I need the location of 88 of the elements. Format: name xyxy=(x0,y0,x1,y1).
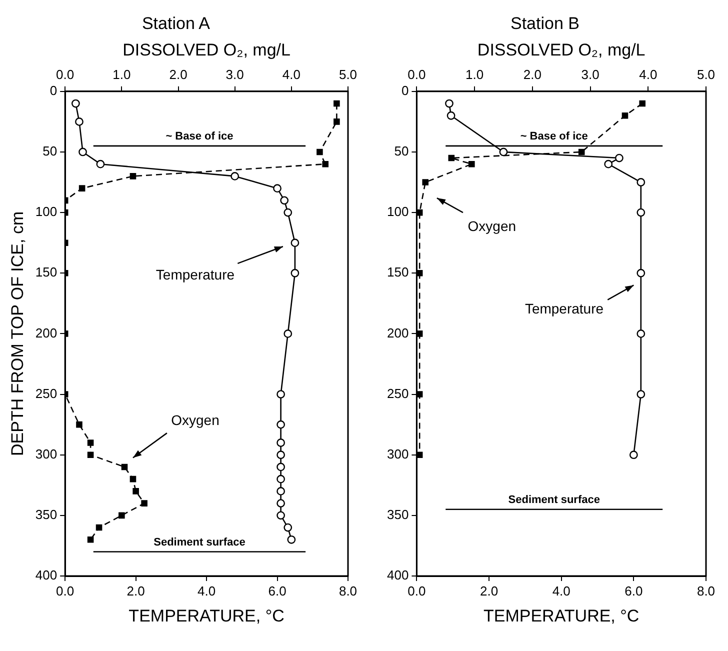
point xyxy=(276,499,286,508)
y-axis-title: DEPTH FROM TOP OF ICE, cm xyxy=(8,211,27,456)
y-tick-label: 350 xyxy=(386,507,409,522)
point xyxy=(276,420,286,429)
x2-tick-label: 2.0 xyxy=(169,67,188,82)
y-tick-label: 150 xyxy=(386,264,409,280)
x-tick-label: 8.0 xyxy=(338,583,358,598)
x2-tick-label: 4.0 xyxy=(282,67,300,82)
point xyxy=(284,208,292,217)
ref-line-label: ~ Base of ice xyxy=(520,130,588,142)
x2-tick-label: 1.0 xyxy=(466,67,484,82)
x2-axis-title: DISSOLVED O₂, mg/L xyxy=(122,40,290,60)
x-tick-label: 2.0 xyxy=(480,583,498,598)
point xyxy=(276,438,286,447)
point xyxy=(276,511,286,520)
x2-axis-title: DISSOLVED O₂, mg/L xyxy=(477,40,646,60)
ref-line-label: Sediment surface xyxy=(508,494,600,506)
annotation: Oxygen xyxy=(468,218,516,234)
y-tick-label: 100 xyxy=(386,204,409,220)
y-tick-label: 200 xyxy=(35,325,58,340)
point xyxy=(276,474,286,484)
point xyxy=(78,148,87,156)
annotation: Oxygen xyxy=(171,412,220,428)
point xyxy=(445,99,454,108)
x-axis-title: TEMPERATURE, °C xyxy=(483,606,640,626)
point xyxy=(96,160,105,168)
x-axis-title: TEMPERATURE, °C xyxy=(128,606,284,626)
y-tick-label: 50 xyxy=(394,144,409,159)
annotation: Temperature xyxy=(156,266,235,282)
x-tick-label: 0.0 xyxy=(408,583,426,598)
x-tick-label: 6.0 xyxy=(624,583,643,598)
point xyxy=(276,450,286,460)
point xyxy=(273,184,282,193)
x2-tick-label: 2.0 xyxy=(523,67,542,82)
x-tick-label: 4.0 xyxy=(198,583,216,598)
x2-tick-label: 5.0 xyxy=(338,67,358,82)
x-tick-label: 0.0 xyxy=(56,583,74,598)
point xyxy=(75,117,84,126)
y-tick-label: 150 xyxy=(35,264,58,280)
x-tick-label: 4.0 xyxy=(552,583,570,598)
point xyxy=(636,390,646,398)
y-tick-label: 300 xyxy=(35,446,58,462)
point xyxy=(636,330,646,338)
x2-tick-label: 3.0 xyxy=(226,67,244,82)
point xyxy=(284,330,292,338)
y-tick-label: 300 xyxy=(386,446,409,462)
point xyxy=(276,462,286,472)
annotation: Temperature xyxy=(524,300,604,316)
point xyxy=(276,390,286,398)
point xyxy=(499,148,508,156)
point xyxy=(290,238,300,248)
y-tick-label: 250 xyxy=(35,386,58,401)
y-tick-label: 350 xyxy=(35,507,58,522)
x-tick-label: 8.0 xyxy=(696,583,716,598)
y-tick-label: 400 xyxy=(386,568,409,583)
point xyxy=(636,268,646,278)
point xyxy=(629,450,638,460)
y-tick-label: 0 xyxy=(401,82,409,98)
ref-line-label: ~ Base of ice xyxy=(166,130,234,142)
point xyxy=(615,154,624,162)
x2-tick-label: 4.0 xyxy=(639,67,658,82)
point xyxy=(276,486,286,496)
point xyxy=(280,196,289,205)
point xyxy=(604,160,613,168)
y-tick-label: 100 xyxy=(35,204,58,220)
point xyxy=(636,208,646,217)
x-tick-label: 2.0 xyxy=(126,583,145,598)
x2-tick-label: 0.0 xyxy=(408,67,426,82)
chart-title: Station A xyxy=(142,14,211,33)
y-tick-label: 0 xyxy=(50,82,58,98)
y-tick-label: 400 xyxy=(35,568,58,583)
y-tick-label: 50 xyxy=(42,144,58,159)
point xyxy=(446,111,456,120)
y-tick-label: 200 xyxy=(386,325,409,340)
x2-tick-label: 3.0 xyxy=(581,67,600,82)
point xyxy=(230,172,240,180)
x2-tick-label: 1.0 xyxy=(112,67,131,82)
x2-tick-label: 0.0 xyxy=(56,67,74,82)
point xyxy=(284,523,292,532)
y-tick-label: 250 xyxy=(386,386,409,401)
point xyxy=(72,99,80,108)
x2-tick-label: 5.0 xyxy=(696,67,716,82)
point xyxy=(290,268,300,278)
x-tick-label: 6.0 xyxy=(268,583,286,598)
point xyxy=(636,178,646,186)
chart-title: Station B xyxy=(510,14,580,33)
ref-line-label: Sediment surface xyxy=(154,536,246,548)
point xyxy=(287,535,296,544)
